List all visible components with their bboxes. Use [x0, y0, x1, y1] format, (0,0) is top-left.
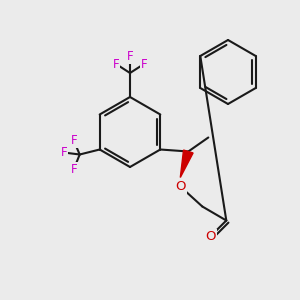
Text: O: O	[205, 230, 216, 243]
Polygon shape	[180, 150, 193, 178]
Text: O: O	[175, 180, 186, 193]
Text: F: F	[70, 163, 77, 176]
Text: F: F	[70, 134, 77, 147]
Text: F: F	[60, 146, 67, 159]
Text: F: F	[113, 58, 119, 70]
Text: F: F	[141, 58, 147, 70]
Text: F: F	[127, 50, 133, 64]
